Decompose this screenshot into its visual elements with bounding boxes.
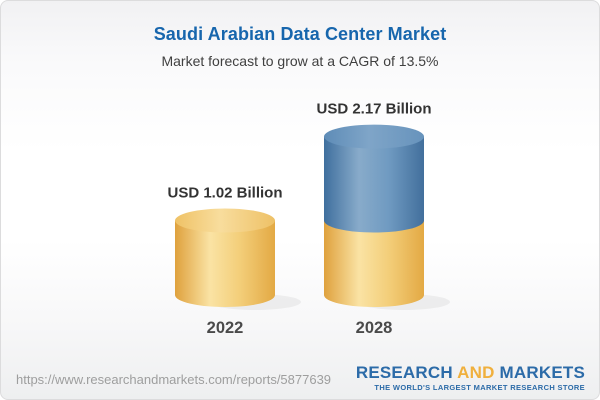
logo-wordmark: RESEARCH AND MARKETS (356, 364, 585, 381)
chart-header: Saudi Arabian Data Center Market Market … (1, 24, 599, 69)
bar-category-label: 2028 (356, 319, 393, 337)
logo-word-markets: MARKETS (499, 362, 585, 382)
growth-segment-cap (324, 124, 424, 149)
logo-word-and: AND (457, 362, 495, 382)
bar-value-label: USD 1.02 Billion (167, 185, 282, 202)
logo-word-research: RESEARCH (355, 362, 453, 382)
base-segment-body (175, 220, 275, 295)
bar-category-label: 2022 (207, 319, 244, 337)
growth-segment-body (324, 136, 424, 221)
logo-tagline: THE WORLD'S LARGEST MARKET RESEARCH STOR… (374, 382, 585, 392)
chart-subtitle: Market forecast to grow at a CAGR of 13.… (161, 53, 439, 69)
base-segment-cap (175, 208, 275, 233)
chart-title: Saudi Arabian Data Center Market (153, 24, 447, 44)
research-and-markets-logo[interactable]: RESEARCH AND MARKETS THE WORLD'S LARGEST… (356, 364, 585, 392)
report-url-link[interactable]: https://www.researchandmarkets.com/repor… (16, 372, 332, 387)
bar-value-label: USD 2.17 Billion (316, 101, 431, 118)
base-segment-body (324, 220, 424, 295)
